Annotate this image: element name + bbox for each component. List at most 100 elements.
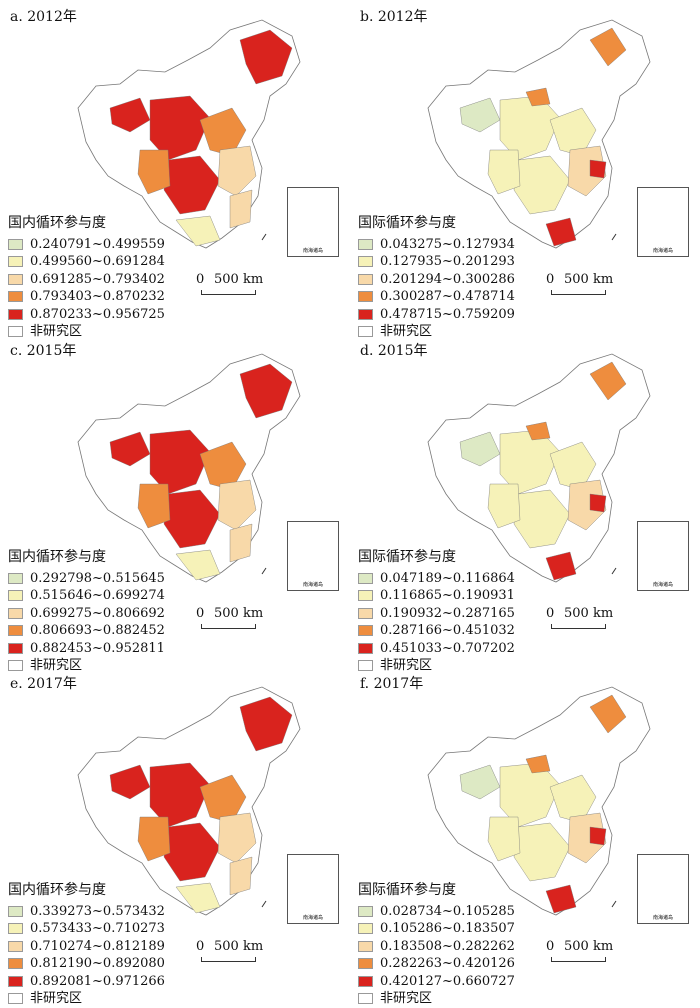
legend-item: 0.420127~0.660727 [358, 973, 515, 991]
region-patch [513, 155, 571, 215]
legend-item: 0.573433~0.710273 [8, 920, 165, 938]
china-map [77, 686, 301, 916]
region-patch [229, 523, 253, 563]
south-china-sea-inset: 南海诸岛 [637, 854, 689, 924]
legend-title: 国际循环参与度 [358, 215, 456, 231]
legend: 国内循环参与度 0.339273~0.573432 0.573433~0.7102… [8, 882, 165, 1008]
legend-label: 0.183508~0.282262 [380, 938, 515, 954]
legend-item: 0.870233~0.956725 [8, 306, 165, 324]
legend-swatch [358, 958, 373, 970]
china-map [427, 686, 651, 916]
inset-label: 南海诸岛 [302, 582, 323, 588]
panel-title: f. 2017年 [360, 676, 424, 692]
legend-item-non-study: 非研究区 [8, 657, 165, 675]
region-patch [567, 812, 607, 864]
scale-bar: 0 500 km [196, 272, 316, 296]
legend-label: 0.240791~0.499559 [30, 236, 165, 252]
scale-distance: 500 km [214, 606, 264, 621]
region-patch [545, 884, 577, 914]
island-mark [261, 900, 267, 908]
legend-label: 0.116865~0.190931 [380, 588, 515, 603]
legend: 国际循环参与度 0.028734~0.105285 0.105286~0.1835… [358, 882, 515, 1008]
panel-title: a. 2012年 [10, 9, 77, 25]
legend-label: 非研究区 [380, 658, 433, 673]
legend-item-non-study: 非研究区 [358, 657, 515, 675]
scale-zero: 0 [196, 939, 205, 954]
legend-label: 0.190932~0.287165 [380, 605, 515, 621]
region-patch [513, 489, 571, 549]
scale-zero: 0 [546, 272, 555, 287]
legend-swatch [8, 607, 23, 619]
legend-item: 0.190932~0.287165 [358, 605, 515, 623]
legend-label: 0.287166~0.451032 [380, 623, 515, 638]
map-panel-e: e. 2017年 南海诸岛 国内循环参与度 0.339273~0.573432 0… [0, 667, 350, 1006]
scale-bar: 0 500 km [546, 272, 666, 296]
inset-label: 南海诸岛 [302, 915, 323, 921]
region-patch [487, 483, 521, 529]
region-patch [239, 696, 293, 752]
inset-label: 南海诸岛 [302, 248, 323, 254]
legend-label: 0.691285~0.793402 [30, 271, 165, 287]
region-patch [217, 145, 257, 197]
panel-title: d. 2015年 [360, 343, 428, 359]
legend-label: 0.793403~0.870232 [30, 289, 165, 304]
legend-swatch [8, 590, 23, 602]
legend-label: 0.339273~0.573432 [30, 903, 165, 919]
south-china-sea-inset: 南海诸岛 [637, 521, 689, 591]
region-patch [109, 431, 151, 467]
legend-label: 0.478715~0.759209 [380, 306, 515, 322]
legend-label: 0.812190~0.892080 [30, 956, 165, 971]
region-patch [175, 549, 221, 581]
region-patch [567, 145, 607, 197]
legend-label: 0.043275~0.127934 [380, 236, 515, 252]
legend-swatch [8, 940, 23, 952]
legend-swatch [358, 975, 373, 987]
legend-swatch [358, 940, 373, 952]
scale-zero: 0 [546, 606, 555, 621]
legend-swatch [358, 308, 373, 320]
region-patch [199, 441, 247, 491]
south-china-sea-inset: 南海诸岛 [287, 187, 339, 257]
legend-swatch [8, 238, 23, 250]
legend-swatch [358, 291, 373, 303]
legend-label: 0.892081~0.971266 [30, 973, 165, 989]
legend-swatch [358, 572, 373, 584]
region-patch [545, 551, 577, 581]
region-patch [149, 429, 211, 495]
region-patch [513, 822, 571, 882]
legend-item: 0.710274~0.812189 [8, 938, 165, 956]
legend-item: 0.499560~0.691284 [8, 253, 165, 271]
region-patch [137, 483, 171, 529]
legend-item: 0.282263~0.420126 [358, 955, 515, 973]
south-china-sea-inset: 南海诸岛 [287, 854, 339, 924]
legend-swatch [8, 975, 23, 987]
scale-zero: 0 [546, 939, 555, 954]
legend-item: 0.201294~0.300286 [358, 271, 515, 289]
legend-title: 国际循环参与度 [358, 549, 456, 565]
region-patch [525, 421, 551, 441]
legend-item: 0.028734~0.105285 [358, 903, 515, 921]
legend-item: 0.793403~0.870232 [8, 288, 165, 306]
region-patch [137, 149, 171, 195]
region-patch [229, 856, 253, 896]
legend-label: 0.882453~0.952811 [30, 640, 165, 656]
island-mark [611, 233, 617, 241]
legend-label: 0.105286~0.183507 [380, 921, 515, 936]
scale-distance: 500 km [564, 939, 614, 954]
region-patch [589, 826, 607, 846]
legend-item: 0.043275~0.127934 [358, 236, 515, 254]
region-patch [549, 107, 597, 157]
region-patch [459, 431, 501, 467]
legend-title: 国内循环参与度 [8, 215, 106, 231]
legend-label: 0.573433~0.710273 [30, 921, 165, 936]
region-patch [199, 107, 247, 157]
legend-label: 0.127935~0.201293 [380, 254, 515, 269]
legend-swatch [8, 308, 23, 320]
legend-item: 0.240791~0.499559 [8, 236, 165, 254]
legend-label: 0.870233~0.956725 [30, 306, 165, 322]
region-patch [589, 159, 607, 179]
legend-label: 非研究区 [30, 324, 83, 339]
legend-item: 0.882453~0.952811 [8, 640, 165, 658]
region-patch [549, 774, 597, 824]
legend-swatch [8, 993, 23, 1005]
